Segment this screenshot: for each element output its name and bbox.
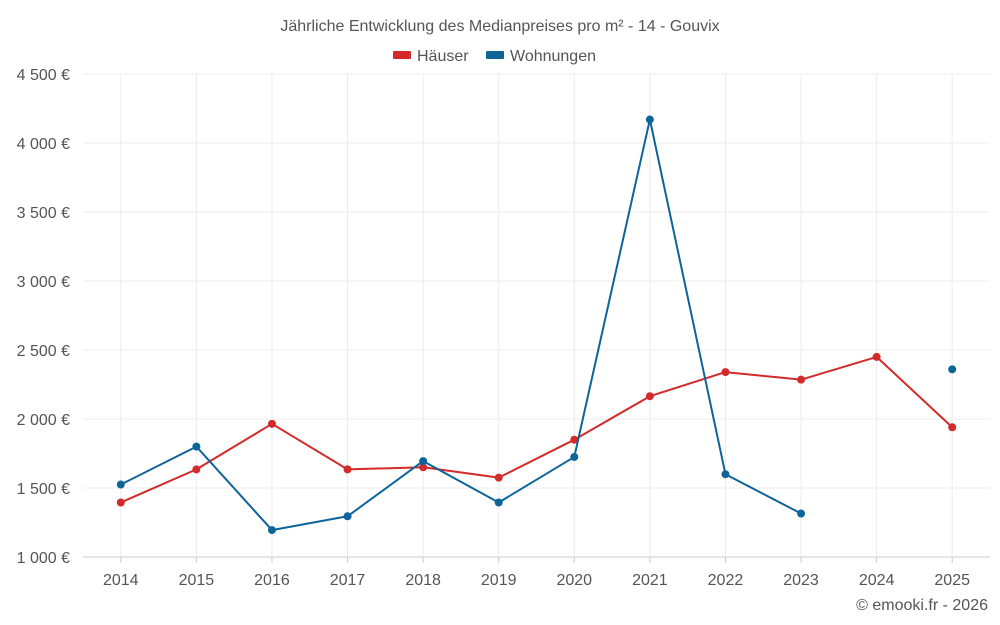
data-point-haeuser[interactable] bbox=[645, 392, 654, 401]
legend-swatch-wohnungen bbox=[486, 51, 504, 59]
chart-title: Jährliche Entwicklung des Medianpreises … bbox=[280, 18, 719, 35]
data-point-wohnungen[interactable] bbox=[267, 526, 276, 535]
x-tick-label: 2014 bbox=[103, 572, 139, 589]
data-point-haeuser[interactable] bbox=[343, 465, 352, 474]
data-point-haeuser[interactable] bbox=[419, 463, 428, 472]
data-point-wohnungen[interactable] bbox=[645, 115, 654, 124]
series-line-wohnungen bbox=[120, 118, 802, 532]
series-line-haeuser bbox=[120, 355, 953, 504]
data-point-wohnungen[interactable] bbox=[948, 365, 957, 374]
data-point-wohnungen[interactable] bbox=[721, 470, 730, 479]
x-axis: 2014 2015 2016 2017 2018 2019 2020 2021 2022 2023… bbox=[103, 557, 970, 589]
y-tick-label: 4 500 € bbox=[17, 67, 70, 84]
legend[interactable]: Häuser Wohnungen bbox=[393, 48, 596, 65]
x-tick-label: 2020 bbox=[556, 572, 592, 589]
series-layer bbox=[116, 115, 957, 535]
x-tick-label: 2017 bbox=[330, 572, 366, 589]
data-point-haeuser[interactable] bbox=[721, 368, 730, 377]
x-tick-label: 2016 bbox=[254, 572, 290, 589]
x-tick-label: 2024 bbox=[859, 572, 895, 589]
data-point-wohnungen[interactable] bbox=[797, 509, 806, 518]
x-tick-label: 2025 bbox=[934, 572, 970, 589]
legend-item-wohnungen[interactable]: Wohnungen bbox=[486, 48, 596, 65]
data-point-haeuser[interactable] bbox=[494, 473, 503, 482]
data-point-haeuser[interactable] bbox=[948, 423, 957, 432]
legend-label-haeuser: Häuser bbox=[417, 48, 469, 65]
grid bbox=[83, 73, 990, 558]
data-point-haeuser[interactable] bbox=[267, 419, 276, 428]
y-tick-label: 2 000 € bbox=[17, 412, 70, 429]
y-tick-label: 3 000 € bbox=[17, 274, 70, 291]
series-wohnungen bbox=[116, 115, 957, 535]
x-tick-label: 2015 bbox=[179, 572, 215, 589]
data-point-wohnungen[interactable] bbox=[570, 452, 579, 461]
data-point-haeuser[interactable] bbox=[192, 465, 201, 474]
data-point-haeuser[interactable] bbox=[797, 375, 806, 384]
data-point-haeuser[interactable] bbox=[872, 352, 881, 361]
credit-text: © emooki.fr - 2026 bbox=[856, 597, 988, 614]
x-tick-label: 2019 bbox=[481, 572, 517, 589]
y-tick-label: 1 500 € bbox=[17, 481, 70, 498]
data-point-wohnungen[interactable] bbox=[343, 512, 352, 521]
y-tick-label: 3 500 € bbox=[17, 205, 70, 222]
y-tick-label: 4 000 € bbox=[17, 136, 70, 153]
x-tick-label: 2021 bbox=[632, 572, 668, 589]
x-tick-label: 2023 bbox=[783, 572, 819, 589]
data-point-wohnungen[interactable] bbox=[494, 498, 503, 507]
y-tick-label: 1 000 € bbox=[17, 550, 70, 567]
x-tick-label: 2022 bbox=[708, 572, 744, 589]
data-point-wohnungen[interactable] bbox=[419, 457, 428, 466]
legend-swatch-haeuser bbox=[393, 51, 411, 59]
x-tick-label: 2018 bbox=[405, 572, 441, 589]
legend-label-wohnungen: Wohnungen bbox=[510, 48, 596, 65]
data-point-wohnungen[interactable] bbox=[192, 442, 201, 451]
legend-item-haeuser[interactable]: Häuser bbox=[393, 48, 469, 65]
y-axis: 1 000 € 1 500 € 2 000 € 2 500 € 3 000 € 3 500… bbox=[17, 67, 70, 567]
data-point-wohnungen[interactable] bbox=[116, 480, 125, 489]
data-point-haeuser[interactable] bbox=[570, 435, 579, 444]
data-point-haeuser[interactable] bbox=[116, 498, 125, 507]
series-haeuser bbox=[116, 352, 957, 507]
y-tick-label: 2 500 € bbox=[17, 343, 70, 360]
